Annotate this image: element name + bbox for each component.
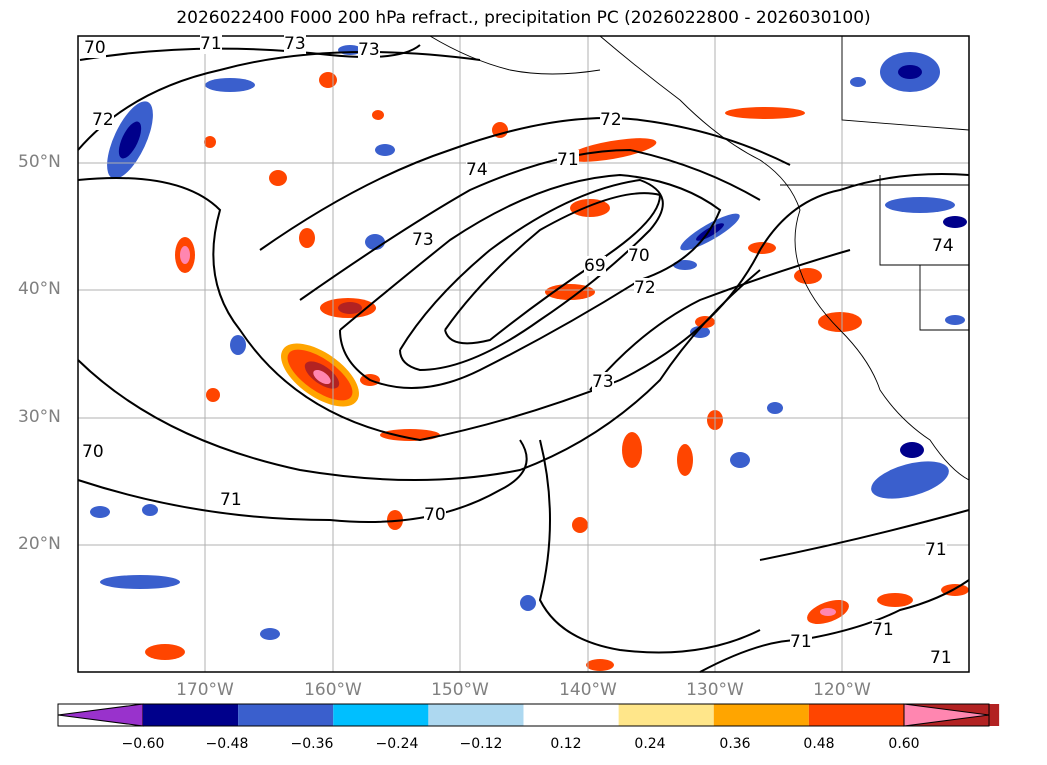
lon-label-170w: 170°W [176,680,234,700]
contour-label: 72 [92,110,114,130]
colorbar-tick: −0.36 [290,736,334,752]
contour-label: 74 [466,160,488,180]
coastlines [429,35,970,481]
map-title: 2026022400 F000 200 hPa refract., precip… [176,8,871,28]
contour-label: 73 [592,372,614,392]
colorbar-segment [238,704,334,726]
contour-label: 73 [284,34,306,54]
lon-label-140w: 140°W [559,680,617,700]
positive-precip-anomalies [145,72,969,671]
colorbar-tick: 0.48 [803,736,835,752]
lat-label-50n: 50°N [18,152,61,172]
negative-precip-anomalies [90,45,967,640]
contour-label: 70 [424,505,446,525]
colorbar-segment [333,704,429,726]
lon-label-130w: 130°W [686,680,744,700]
colorbar-tick: 0.12 [550,736,582,752]
map-frame [77,35,970,673]
contour-label: 71 [220,490,242,510]
contour-label: 74 [932,236,954,256]
contour-label: 73 [358,40,380,60]
colorbar-segment [143,704,239,726]
contour-label: 71 [872,620,894,640]
contour-label: 73 [412,230,434,250]
colorbar-segment [904,704,1000,726]
colorbar-tick: 0.36 [719,736,751,752]
colorbar-segment [428,704,524,726]
contour-label: 71 [557,150,579,170]
colorbar-tick: −0.24 [375,736,419,752]
contour-label: 72 [600,110,622,130]
colorbar-outline [57,703,990,727]
contour-label: 71 [790,632,812,652]
refractivity-contours [77,44,970,673]
colorbar-extend-high [903,703,990,727]
colorbar-segment [618,704,714,726]
colorbar-extend-low [57,703,144,727]
contour-label: 71 [200,34,222,54]
lat-label-40n: 40°N [18,279,61,299]
contour-label: 71 [930,648,952,668]
lon-label-150w: 150°W [431,680,489,700]
colorbar-tick: −0.48 [205,736,249,752]
lon-label-160w: 160°W [304,680,362,700]
graticule [78,36,969,672]
contour-label: 69 [584,256,606,276]
lon-label-120w: 120°W [813,680,871,700]
colorbar-segment [808,704,904,726]
lat-label-30n: 30°N [18,407,61,427]
map-frame-fill [78,36,969,672]
contour-label: 70 [84,38,106,58]
colorbar-segment [523,704,619,726]
map-panel [77,35,970,673]
contour-label: 70 [82,442,104,462]
colorbar-segment [713,704,809,726]
colorbar-tick: −0.12 [459,736,503,752]
colorbar-tick: 0.24 [634,736,666,752]
lat-label-20n: 20°N [18,534,61,554]
colorbar-tick: 0.60 [888,736,920,752]
colorbar-tick: −0.60 [121,736,165,752]
colorbar-segments [57,703,1000,727]
contour-label: 70 [628,246,650,266]
contour-label: 71 [925,540,947,560]
contour-label: 72 [634,278,656,298]
